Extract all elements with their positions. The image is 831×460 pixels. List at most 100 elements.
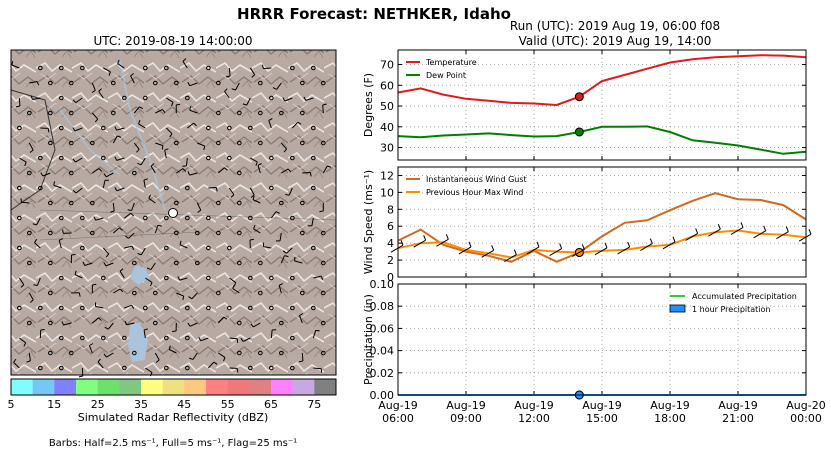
wind-barb-feather [119, 268, 124, 272]
wind-barb [390, 244, 404, 253]
wind-barb [116, 187, 125, 192]
wind-barb [229, 277, 237, 284]
run-line: Run (UTC): 2019 Aug 19, 06:00 f08 [510, 19, 720, 33]
calm-barb [258, 110, 263, 116]
calm-barb [27, 230, 32, 236]
calm-barb [80, 215, 85, 221]
calm-barb [300, 230, 305, 236]
wind-barb [217, 316, 225, 324]
wind-barb [196, 202, 202, 211]
y-axis-label: Wind Speed (ms⁻¹) [362, 170, 375, 274]
calm-barb [258, 260, 263, 266]
wind-barb-feather [177, 276, 181, 281]
wind-barb-feather [40, 172, 44, 177]
wind-barb-feather [58, 238, 64, 241]
calm-barb [300, 140, 305, 146]
precipitation-chart: 0.00 0.02 0.04 0.06 0.08 0.10 Precipitation (i… [362, 278, 826, 425]
x-tick-label: 12:00 [518, 412, 550, 425]
calm-barb [216, 110, 221, 116]
wind-barb-feather [298, 360, 304, 363]
calm-barb [90, 230, 95, 236]
wind-barb [150, 262, 156, 270]
calm-barb [48, 350, 53, 356]
wind-barb [105, 262, 114, 267]
wind-barb-feather [15, 105, 21, 108]
wind-barb-feather [94, 118, 99, 123]
wind-barb [75, 97, 83, 104]
wind-barb [92, 317, 99, 324]
calm-barb [132, 260, 137, 266]
calm-barb [143, 95, 148, 101]
wind-barb-feather [114, 126, 118, 131]
wind-barb-feather [139, 106, 144, 110]
calm-barb [185, 95, 190, 101]
colorbar-tick-label: 45 [177, 398, 191, 411]
wind-barb-feather [72, 127, 76, 132]
wind-barb [253, 322, 261, 328]
colorbar-segment [271, 379, 293, 395]
wind-barb-feather [468, 241, 472, 248]
calm-barb [59, 125, 64, 131]
wind-barb-feather [149, 282, 153, 287]
wind-barb-feather [162, 109, 166, 113]
wind-barb [98, 91, 104, 99]
plot-area [398, 50, 806, 160]
calm-barb [48, 140, 53, 146]
wind-barb [95, 305, 104, 309]
calm-barb [185, 365, 190, 371]
wind-barb [113, 227, 120, 234]
wind-barb-feather [124, 320, 127, 325]
wind-barb [284, 97, 293, 102]
wind-barb [279, 232, 282, 241]
wind-barb-feather [309, 172, 312, 177]
wind-barb-feather [215, 187, 218, 192]
calm-barb [206, 125, 211, 131]
wind-barb [294, 260, 303, 264]
calm-barb [227, 305, 232, 311]
x-tick-label: Aug-19 [650, 399, 689, 412]
wind-barb-feather [61, 321, 65, 326]
wind-barb [179, 277, 188, 281]
calm-barb [185, 335, 190, 341]
calm-barb [38, 185, 43, 191]
wind-barb [640, 243, 653, 251]
calm-barb [311, 125, 316, 131]
colorbar-segment [119, 379, 142, 395]
y-tick-label: 0.00 [370, 389, 395, 402]
wind-barb-feather [161, 145, 164, 150]
wind-barb [270, 329, 273, 339]
wind-barb-feather [559, 243, 563, 249]
wind-barb-feather [147, 267, 152, 271]
wind-barb-feather [98, 168, 103, 172]
calm-barb [227, 125, 232, 131]
wind-barb-feather [127, 209, 132, 211]
wind-barb [232, 288, 240, 294]
wind-barb-feather [131, 245, 135, 250]
wind-barb [150, 165, 156, 174]
calm-barb [27, 110, 32, 116]
colorbar-frame [10, 378, 337, 396]
y-tick-label: 0.10 [370, 278, 395, 291]
wind-barb [291, 121, 299, 129]
wind-barb [155, 109, 163, 114]
calm-barb [248, 275, 253, 281]
wind-barb-feather [176, 103, 181, 106]
y-tick-label: 4 [387, 237, 394, 250]
calm-barb [69, 200, 74, 206]
wind-barb-feather [164, 148, 169, 151]
wind-barb [176, 168, 184, 174]
calm-barb [38, 155, 43, 161]
calm-barb [279, 110, 284, 116]
wind-barb-feather [255, 161, 258, 166]
wind-barb-feather [203, 145, 206, 151]
calm-barb [216, 140, 221, 146]
colorbar-segment [249, 379, 272, 395]
wind-barb-feather [104, 326, 109, 330]
wind-barb-feather [604, 242, 608, 248]
wind-barb-feather [319, 210, 324, 213]
wind-barb-feather [198, 337, 202, 342]
wind-barb [29, 81, 38, 84]
calm-barb [248, 125, 253, 131]
y-tick-label: 60 [380, 79, 394, 92]
